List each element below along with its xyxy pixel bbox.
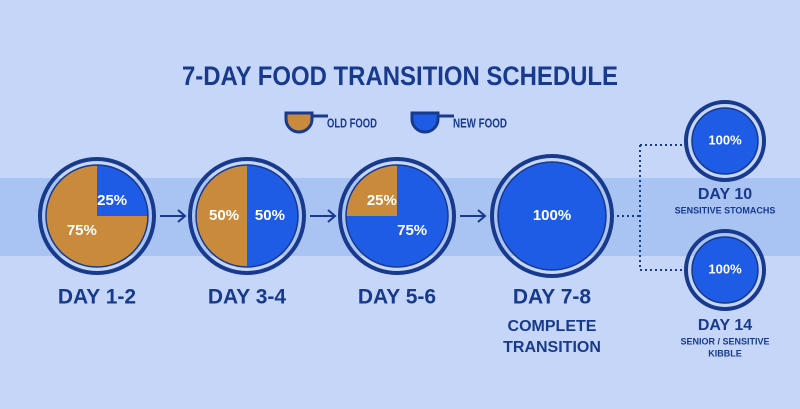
wedge (196, 165, 247, 267)
arrow (460, 209, 487, 223)
day-label: DAY 5-6 (358, 286, 436, 309)
day-label: DAY 14 (698, 317, 752, 334)
day-note: SENSITIVE STOMACHS (675, 205, 776, 215)
day-label: DAY 3-4 (208, 286, 287, 309)
day-label: DAY 1-2 (58, 286, 136, 309)
percent-label: 25% (97, 192, 127, 209)
arrow (310, 209, 337, 223)
percent-label: 25% (367, 192, 397, 209)
title: 7-DAY FOOD TRANSITION SCHEDULE (182, 61, 618, 91)
bowl-ring (497, 161, 607, 271)
bowl-ring (691, 236, 759, 304)
legend: OLD FOOD NEW FOOD (284, 111, 507, 134)
wedge (346, 165, 397, 216)
day-note: SENIOR / SENSITIVE (680, 336, 769, 346)
wedge (46, 165, 148, 267)
percent-label: 50% (255, 207, 285, 224)
new-scoop-icon (410, 111, 454, 134)
bowl-ring (195, 164, 299, 268)
day-note: TRANSITION (503, 339, 601, 356)
wedge (692, 108, 758, 174)
bowl-ring (691, 107, 759, 175)
legend-new: NEW FOOD (453, 115, 507, 130)
old-scoop-icon (284, 111, 328, 134)
bowl-border (188, 157, 306, 275)
connectors (160, 144, 686, 271)
day-label: DAY 10 (698, 186, 752, 203)
arrow (160, 209, 187, 223)
wedge (247, 165, 298, 267)
day-note: COMPLETE (508, 318, 597, 335)
day-label: DAY 7-8 (513, 286, 592, 309)
bowl-border (684, 229, 766, 311)
bowl-border (338, 157, 456, 275)
bowl-border (684, 100, 766, 182)
bowl-ring (45, 164, 149, 268)
bowl-ring (345, 164, 449, 268)
percent-label: 100% (708, 132, 742, 147)
percent-label: 100% (708, 261, 742, 276)
wedge (692, 237, 758, 303)
wedge (498, 162, 606, 270)
percent-label: 100% (533, 207, 571, 224)
percent-label: 75% (67, 222, 97, 239)
bowl-border (490, 154, 614, 278)
wedge (97, 165, 148, 216)
day-note: KIBBLE (708, 348, 742, 358)
percent-label: 50% (209, 207, 239, 224)
legend-old: OLD FOOD (327, 115, 377, 130)
bowl-border (38, 157, 156, 275)
percent-label: 75% (397, 222, 427, 239)
